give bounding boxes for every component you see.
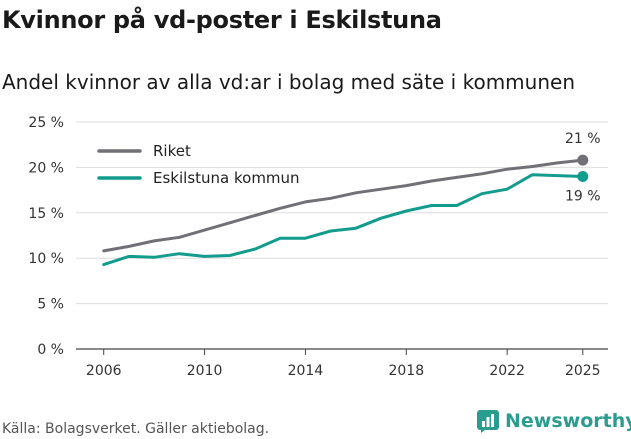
line-chart: 0 % 5 % 10 % 15 % 20 % 25 % 2006 2010 2014 2018 20… <box>28 115 608 379</box>
y-tick-label: 25 % <box>28 115 64 131</box>
y-tick-label: 10 % <box>28 251 64 267</box>
brand-name: Newsworthy <box>505 410 631 432</box>
series-end-marker[interactable] <box>577 170 589 182</box>
x-tick-label: 2006 <box>86 363 122 379</box>
x-tick-label: 2022 <box>489 363 525 379</box>
legend: Riket Eskilstuna kommun <box>97 142 300 187</box>
x-tick-label: 2010 <box>187 363 223 379</box>
chart-subtitle: Andel kvinnor av alla vd:ar i bolag med … <box>2 70 575 94</box>
series-end-label: 21 % <box>565 131 601 147</box>
y-tick-label: 15 % <box>28 206 64 222</box>
chart-title: Kvinnor på vd-poster i Eskilstuna <box>2 6 442 34</box>
x-tick-label: 2018 <box>388 363 424 379</box>
series: 21 % 19 % <box>102 131 601 267</box>
legend-label[interactable]: Riket <box>153 142 191 160</box>
y-tick-label: 20 % <box>28 160 64 176</box>
x-tick-label: 2014 <box>288 363 324 379</box>
y-tick-label: 5 % <box>37 297 64 313</box>
brand-logo[interactable]: Newsworthy <box>476 409 631 433</box>
source-note: Källa: Bolagsverket. Gäller aktiebolag. <box>2 421 270 437</box>
legend-label[interactable]: Eskilstuna kommun <box>153 169 300 187</box>
series-line-eskilstuna[interactable] <box>102 173 585 267</box>
axes: 0 % 5 % 10 % 15 % 20 % 25 % 2006 2010 2014 2018 20… <box>28 115 608 379</box>
x-tick-label: 2025 <box>565 363 601 379</box>
series-end-marker[interactable] <box>577 154 589 166</box>
series-end-label: 19 % <box>565 188 601 204</box>
newsworthy-logo-icon <box>477 410 499 433</box>
series-line-riket[interactable] <box>102 158 585 253</box>
y-tick-label: 0 % <box>37 342 64 358</box>
